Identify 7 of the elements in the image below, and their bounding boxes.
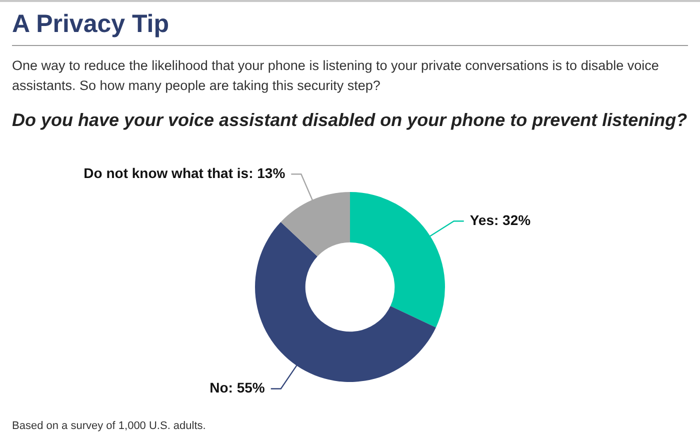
chart-title: A Privacy Tip <box>12 10 688 46</box>
slice-label: No: 55% <box>210 380 266 396</box>
chart-subtitle: One way to reduce the likelihood that your phone is listening to your private conversations is to disable voice assistants. So how many people are taking this security step? <box>12 57 660 95</box>
text: Do you have your voice assistant disabled on your phone to prevent listening? <box>12 110 688 131</box>
text: Based on a survey of 1,000 U.S. adults. <box>12 420 206 432</box>
slice-label: Yes: 32% <box>470 212 532 228</box>
slice-label: Do not know what that is: 13% <box>84 164 286 181</box>
